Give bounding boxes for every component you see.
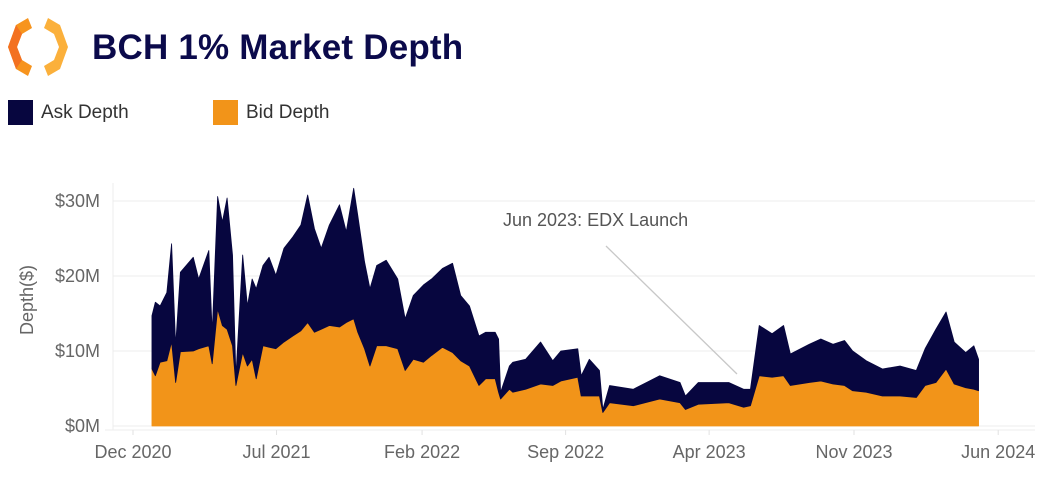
x-tick-label: Jul 2021: [242, 442, 310, 462]
x-tick-label: Nov 2023: [815, 442, 892, 462]
legend-swatch-ask: [8, 100, 33, 125]
annotation-edx-launch: Jun 2023: EDX Launch: [503, 210, 688, 230]
company-logo: [8, 18, 68, 76]
legend-item-bid: Bid Depth: [213, 100, 329, 125]
y-tick-label: $20M: [55, 266, 100, 286]
y-axis-label: Depth($): [17, 265, 37, 335]
x-tick-label: Apr 2023: [673, 442, 746, 462]
y-tick-label: $30M: [55, 191, 100, 211]
annotation-line: [605, 245, 738, 375]
x-tick-label: Feb 2022: [384, 442, 460, 462]
legend-swatch-bid: [213, 100, 238, 125]
x-tick-label: Dec 2020: [94, 442, 171, 462]
y-tick-label: $10M: [55, 341, 100, 361]
legend-label-bid: Bid Depth: [246, 101, 330, 123]
y-tick-label: $0M: [65, 416, 100, 436]
x-tick-label: Sep 2022: [527, 442, 604, 462]
legend-item-ask: Ask Depth: [8, 100, 129, 125]
x-tick-label: Jun 2024: [961, 442, 1035, 462]
page-title: BCH 1% Market Depth: [92, 28, 464, 67]
legend-label-ask: Ask Depth: [41, 101, 129, 123]
area-ask-depth: [151, 187, 979, 413]
